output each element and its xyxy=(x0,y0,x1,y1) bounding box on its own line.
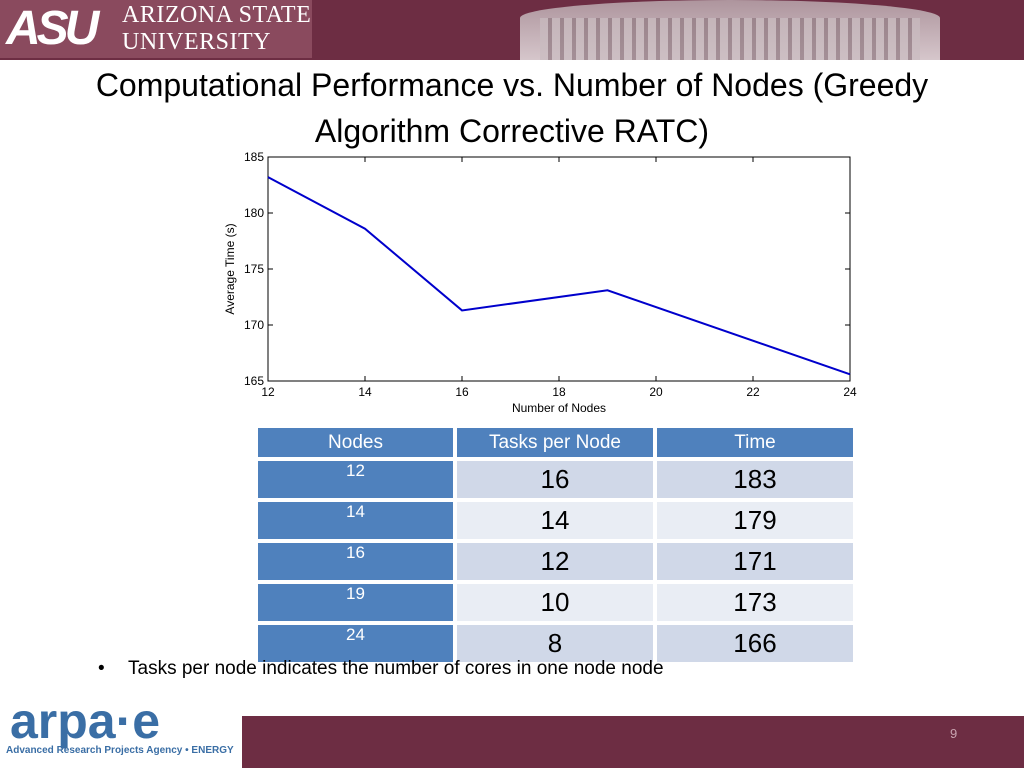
cell-time: 183 xyxy=(655,459,855,500)
x-tick-label: 24 xyxy=(843,385,857,399)
slide-title-line2: Algorithm Corrective RATC) xyxy=(314,113,710,149)
y-axis-label: Average Time (s) xyxy=(223,223,237,314)
cell-tasks: 8 xyxy=(455,623,655,664)
arpa-e-logo xyxy=(0,694,242,768)
x-tick-label: 22 xyxy=(746,385,760,399)
page-number: 9 xyxy=(950,726,958,741)
table-row: 19 10 173 xyxy=(256,582,855,623)
bullet-text: Tasks per node indicates the number of c… xyxy=(128,658,664,679)
x-tick-label: 14 xyxy=(358,385,372,399)
asu-logo-text: ARIZONA STATE UNIVERSITY xyxy=(122,2,311,56)
building-columns xyxy=(540,18,920,60)
x-tick-label: 16 xyxy=(455,385,469,399)
cell-tasks: 16 xyxy=(455,459,655,500)
y-tick-label: 180 xyxy=(244,206,264,220)
cell-time: 166 xyxy=(655,623,855,664)
asu-logo-line1: ARIZONA STATE xyxy=(122,2,312,28)
header-nodes: Nodes xyxy=(256,426,455,459)
cell-nodes: 12 xyxy=(256,459,455,500)
cell-time: 171 xyxy=(655,541,855,582)
series-line xyxy=(267,176,851,376)
header-tasks-per-node: Tasks per Node xyxy=(455,426,655,459)
table-row: 12 16 183 xyxy=(256,459,855,500)
header-time: Time xyxy=(655,426,855,459)
y-tick-label: 165 xyxy=(244,374,264,388)
cell-tasks: 12 xyxy=(455,541,655,582)
cell-time: 173 xyxy=(655,582,855,623)
slide-title: Computational Performance vs. Number of … xyxy=(30,62,994,154)
cell-tasks: 10 xyxy=(455,582,655,623)
table-row: 14 14 179 xyxy=(256,500,855,541)
x-tick-label: 12 xyxy=(261,385,275,399)
cell-tasks: 14 xyxy=(455,500,655,541)
data-table: Nodes Tasks per Node Time 12 16 183 14 1… xyxy=(256,426,855,664)
cell-nodes: 19 xyxy=(256,582,455,623)
asu-logo-mark: ASU xyxy=(6,2,99,55)
asu-logo-line2: UNIVERSITY xyxy=(122,29,271,55)
cell-time: 179 xyxy=(655,500,855,541)
table-row: 24 8 166 xyxy=(256,623,855,664)
arpa-e-logo-word: arpa·e xyxy=(10,693,161,749)
arpa-e-logo-subtitle: Advanced Research Projects Agency • ENER… xyxy=(6,745,234,756)
y-tick-label: 170 xyxy=(244,318,264,332)
x-tick-label: 18 xyxy=(552,385,566,399)
x-tick-label: 20 xyxy=(649,385,663,399)
bullet-dot-icon: • xyxy=(98,658,105,679)
cell-nodes: 24 xyxy=(256,623,455,664)
chart-plot-area xyxy=(267,156,851,382)
cell-nodes: 16 xyxy=(256,541,455,582)
x-axis-label: Number of Nodes xyxy=(512,401,606,415)
slide-title-line1: Computational Performance vs. Number of … xyxy=(95,67,929,103)
y-tick-label: 175 xyxy=(244,262,264,276)
table-header-row: Nodes Tasks per Node Time xyxy=(256,426,855,459)
table-row: 16 12 171 xyxy=(256,541,855,582)
asu-logo: ASU ARIZONA STATE UNIVERSITY xyxy=(0,0,312,58)
cell-nodes: 14 xyxy=(256,500,455,541)
